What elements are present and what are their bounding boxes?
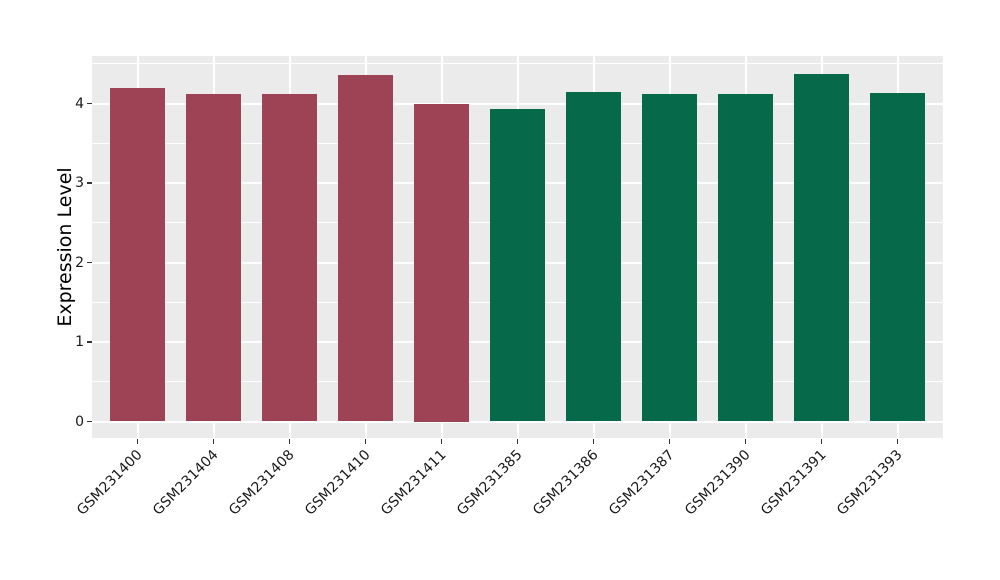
x-tick-mark [896, 439, 899, 444]
x-tick-mark [820, 439, 823, 444]
x-tick-mark [440, 439, 443, 444]
x-tick-mark [136, 439, 139, 444]
x-tick-label: GSM231404 [150, 447, 222, 519]
x-tick-mark [288, 439, 291, 444]
x-tick-label: GSM231408 [226, 447, 298, 519]
plot-panel [92, 56, 943, 438]
y-tick-mark [87, 341, 92, 343]
y-tick-label: 4 [75, 95, 84, 112]
x-tick-mark [668, 439, 671, 444]
x-tick-label: GSM231390 [682, 447, 754, 519]
bar-GSM231411 [414, 103, 470, 422]
y-axis-title: Expression Level [54, 167, 76, 327]
x-tick-mark [592, 439, 595, 444]
x-tick-mark [364, 439, 367, 444]
y-tick-mark [87, 182, 92, 184]
bar-GSM231404 [186, 93, 242, 422]
y-tick-label: 3 [75, 175, 84, 191]
x-tick-mark [516, 439, 519, 444]
x-tick-label: GSM231391 [758, 447, 830, 519]
y-tick-label: 0 [75, 413, 84, 430]
y-tick-mark [87, 102, 92, 105]
x-tick-label: GSM231410 [302, 447, 374, 519]
x-tick-mark [212, 439, 215, 444]
bar-GSM231390 [718, 93, 774, 422]
bar-GSM231385 [490, 109, 546, 422]
bar-GSM231387 [642, 93, 698, 422]
bar-GSM231408 [262, 93, 318, 422]
bar-GSM231393 [870, 93, 926, 422]
x-tick-label: GSM231400 [74, 447, 146, 519]
y-tick-mark [87, 420, 92, 423]
y-tick-mark [87, 261, 92, 264]
x-tick-label: GSM231393 [834, 447, 906, 519]
y-tick-label: 2 [75, 254, 84, 271]
bar-GSM231410 [338, 74, 394, 422]
bar-GSM231391 [794, 74, 850, 422]
x-tick-mark [744, 439, 747, 444]
bar-GSM231400 [110, 88, 166, 422]
x-tick-label: GSM231387 [606, 447, 678, 519]
bar-GSM231386 [566, 92, 622, 422]
x-tick-label: GSM231411 [378, 447, 450, 519]
y-tick-label: 1 [75, 334, 84, 350]
x-tick-label: GSM231385 [454, 447, 526, 519]
x-tick-label: GSM231386 [530, 447, 602, 519]
